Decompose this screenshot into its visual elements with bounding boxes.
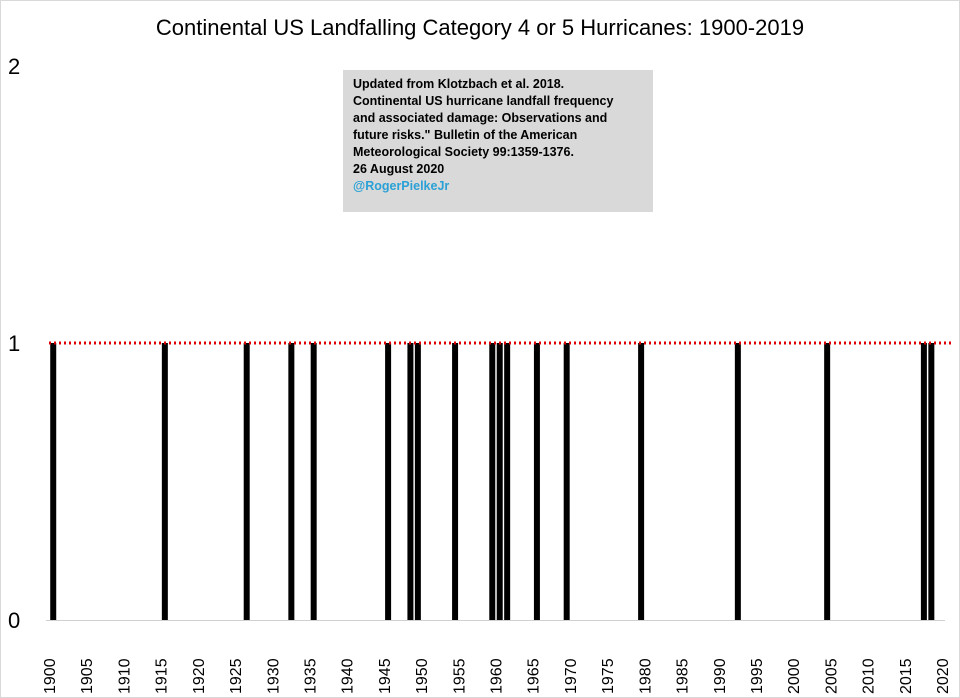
bar-1900 bbox=[50, 343, 57, 620]
bar-1992 bbox=[734, 343, 741, 620]
bar-1959 bbox=[489, 343, 496, 620]
bar-1926 bbox=[243, 343, 250, 620]
bar-2017 bbox=[920, 343, 927, 620]
x-tick-label: 1955 bbox=[451, 658, 468, 694]
bar-1948 bbox=[407, 343, 414, 620]
annotation-line: 26 August 2020 bbox=[353, 162, 445, 176]
annotation-line: Continental US hurricane landfall freque… bbox=[353, 94, 614, 108]
x-tick-label: 1925 bbox=[228, 658, 245, 694]
x-tick-label: 2020 bbox=[935, 658, 952, 694]
x-tick-label: 1910 bbox=[116, 658, 133, 694]
x-tick-label: 1980 bbox=[637, 658, 654, 694]
bar-series bbox=[50, 343, 935, 620]
bar-1969 bbox=[563, 343, 570, 620]
bar-2018 bbox=[928, 343, 935, 620]
x-tick-label: 1990 bbox=[712, 658, 729, 694]
author-handle-link[interactable]: @RogerPielkeJr bbox=[353, 179, 450, 193]
x-tick-label: 1970 bbox=[563, 658, 580, 694]
annotation-line: Meteorological Society 99:1359-1376. bbox=[353, 145, 574, 159]
annotation-line: and associated damage: Observations and bbox=[353, 111, 608, 125]
bar-1935 bbox=[310, 343, 317, 620]
x-tick-label: 1960 bbox=[489, 658, 506, 694]
x-tick-label: 1940 bbox=[340, 658, 357, 694]
bar-1965 bbox=[533, 343, 540, 620]
x-tick-label: 2010 bbox=[861, 658, 878, 694]
bar-1915 bbox=[161, 343, 168, 620]
x-tick-label: 2015 bbox=[898, 658, 915, 694]
bar-1954 bbox=[452, 343, 459, 620]
x-tick-label: 1985 bbox=[675, 658, 692, 694]
x-tick-label: 1975 bbox=[600, 658, 617, 694]
x-tick-label: 1915 bbox=[154, 658, 171, 694]
x-tick-label: 1905 bbox=[79, 658, 96, 694]
y-tick-label: 0 bbox=[8, 608, 20, 633]
annotation-line: future risks." Bulletin of the American bbox=[353, 128, 578, 142]
x-tick-label: 1995 bbox=[749, 658, 766, 694]
x-tick-label: 1930 bbox=[265, 658, 282, 694]
x-tick-label: 1920 bbox=[191, 658, 208, 694]
x-axis-ticks: 1900 1905 1910 1915 1920 1925 1930 1935 1940 1945… bbox=[42, 658, 952, 694]
x-tick-label: 1945 bbox=[377, 658, 394, 694]
bar-1961 bbox=[504, 343, 511, 620]
annotation-line: Updated from Klotzbach et al. 2018. bbox=[353, 77, 565, 91]
bar-2004 bbox=[824, 343, 831, 620]
bar-1949 bbox=[414, 343, 421, 620]
y-axis-ticks: 0 1 2 bbox=[8, 54, 20, 633]
x-tick-label: 1965 bbox=[526, 658, 543, 694]
x-tick-label: 2000 bbox=[786, 658, 803, 694]
bar-1979 bbox=[638, 343, 645, 620]
x-tick-label: 1900 bbox=[42, 658, 59, 694]
x-tick-label: 1935 bbox=[302, 658, 319, 694]
chart-title: Continental US Landfalling Category 4 or… bbox=[156, 15, 804, 40]
bar-1945 bbox=[385, 343, 392, 620]
bar-1960 bbox=[496, 343, 503, 620]
x-tick-label: 2005 bbox=[823, 658, 840, 694]
x-tick-label: 1950 bbox=[414, 658, 431, 694]
source-annotation: Updated from Klotzbach et al. 2018. Cont… bbox=[343, 70, 653, 212]
y-tick-label: 1 bbox=[8, 331, 20, 356]
y-tick-label: 2 bbox=[8, 54, 20, 79]
bar-1932 bbox=[288, 343, 295, 620]
